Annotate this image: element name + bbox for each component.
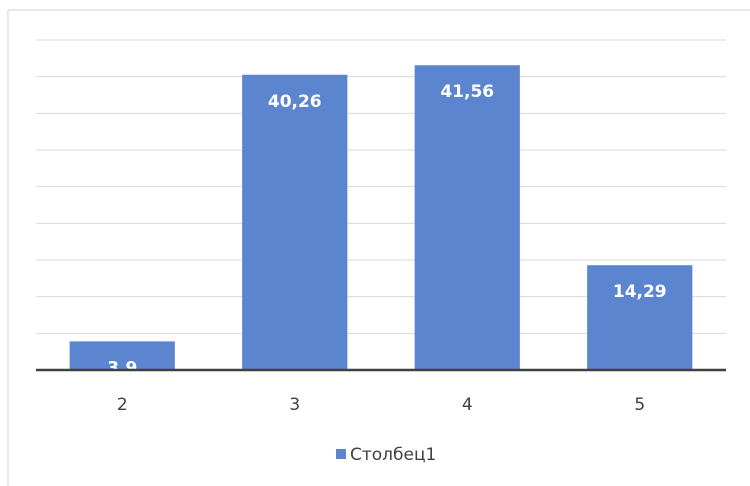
bar xyxy=(414,65,520,370)
data-label: 41,56 xyxy=(440,82,494,102)
bar xyxy=(69,341,175,370)
data-label: 14,29 xyxy=(613,282,667,302)
x-tick-label: 2 xyxy=(117,395,128,415)
legend-label: Столбец1 xyxy=(350,445,436,465)
data-label: 3,9 xyxy=(107,358,137,378)
data-label: 40,26 xyxy=(268,92,322,112)
x-tick-label: 4 xyxy=(462,395,473,415)
x-tick-label: 3 xyxy=(289,395,300,415)
x-tick-label: 5 xyxy=(634,395,645,415)
legend-swatch xyxy=(336,449,346,459)
bar xyxy=(587,265,693,370)
bar xyxy=(242,74,348,370)
